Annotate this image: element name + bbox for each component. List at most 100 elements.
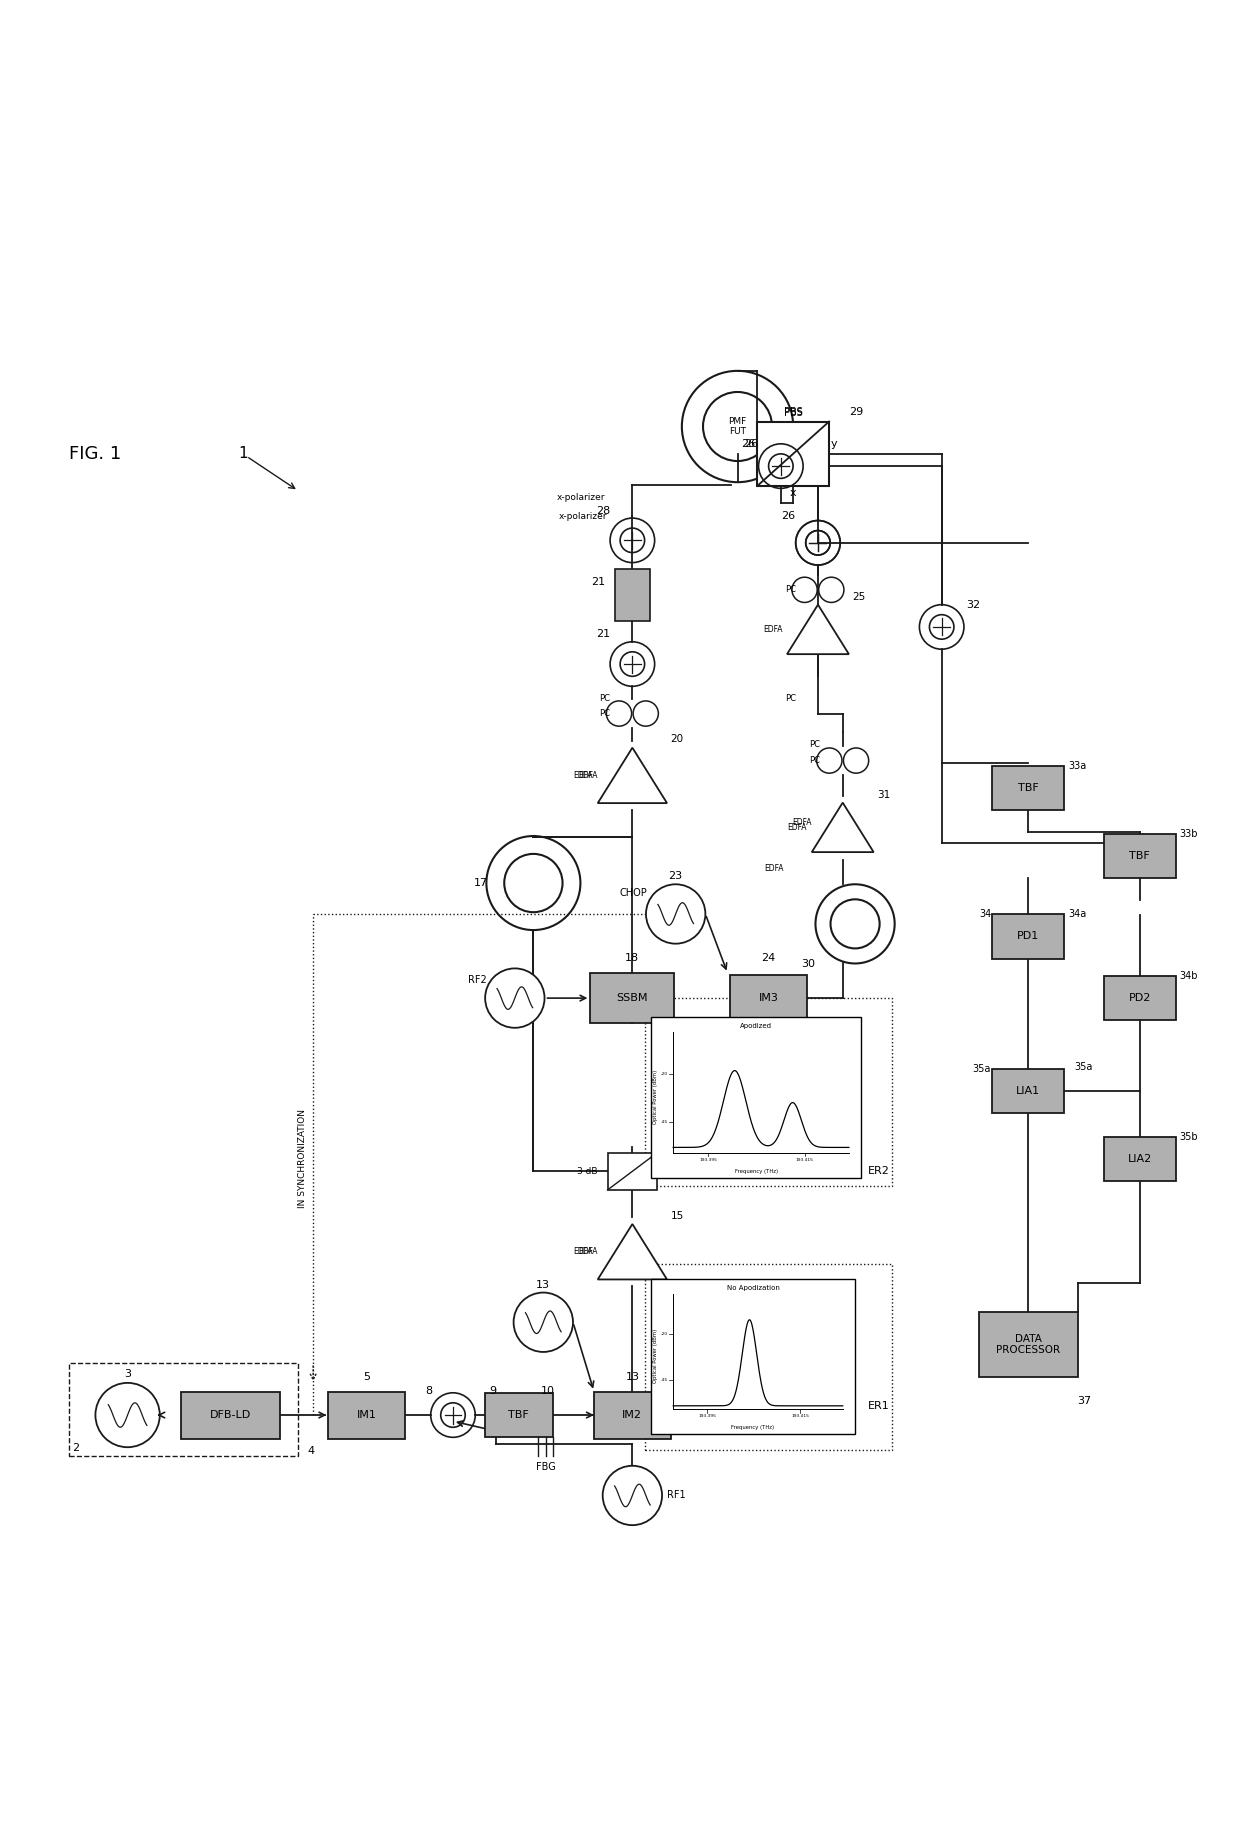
Text: PC: PC [785,585,796,594]
Text: Frequency (THz): Frequency (THz) [734,1169,777,1174]
Text: 20: 20 [671,735,683,744]
Text: PD2: PD2 [1128,994,1151,1003]
Text: 21: 21 [596,629,610,640]
Text: 23: 23 [668,871,683,881]
FancyBboxPatch shape [594,1391,671,1438]
Text: PMF
FUT: PMF FUT [728,417,746,436]
Text: y: y [831,439,837,448]
Text: 17: 17 [474,879,487,888]
Text: IM3: IM3 [759,994,779,1003]
FancyBboxPatch shape [992,1068,1064,1114]
Text: 193.415: 193.415 [791,1415,810,1418]
Text: EDFA: EDFA [792,819,812,828]
Text: 18: 18 [625,953,640,964]
Text: PD1: PD1 [1017,932,1039,941]
Text: TBF: TBF [1130,851,1149,860]
Text: -20: -20 [661,1072,668,1076]
Text: -45: -45 [661,1378,668,1382]
Text: TBF: TBF [1018,782,1039,793]
Text: 2: 2 [72,1444,79,1453]
Text: -20: -20 [661,1333,668,1336]
Text: 9: 9 [489,1387,496,1396]
Text: FBG: FBG [536,1462,556,1471]
Text: 193.395: 193.395 [699,1158,717,1161]
FancyBboxPatch shape [730,975,807,1021]
FancyBboxPatch shape [1104,833,1176,879]
Text: EDFA: EDFA [787,822,807,831]
Text: 33a: 33a [1068,760,1086,771]
Text: 10: 10 [541,1387,554,1396]
FancyBboxPatch shape [181,1391,280,1438]
Text: EDFA: EDFA [573,771,593,780]
Text: 34a: 34a [1068,910,1086,919]
Text: IM2: IM2 [622,1409,642,1420]
Text: 29: 29 [849,407,863,417]
FancyBboxPatch shape [329,1391,404,1438]
Text: Apodized: Apodized [740,1023,773,1028]
Text: 4: 4 [308,1446,314,1457]
Text: 32: 32 [966,600,981,609]
Text: TBF: TBF [508,1409,529,1420]
Text: 193.395: 193.395 [698,1415,717,1418]
Text: x: x [790,489,796,498]
FancyBboxPatch shape [992,766,1064,809]
Polygon shape [787,605,849,654]
Text: EDFA: EDFA [578,771,598,780]
Text: IN SYNCHRONIZATION: IN SYNCHRONIZATION [298,1110,306,1209]
Text: RF1: RF1 [667,1491,686,1500]
Polygon shape [812,802,874,851]
FancyBboxPatch shape [485,1393,553,1437]
Text: EDFA: EDFA [573,1247,593,1256]
Bar [651,1280,856,1433]
Text: LIA2: LIA2 [1127,1154,1152,1163]
Bar [645,999,893,1187]
Text: EDFA: EDFA [578,1247,598,1256]
Text: PC: PC [810,740,821,749]
Text: ER1: ER1 [868,1402,889,1411]
Text: 26: 26 [742,439,755,448]
Text: Frequency (THz): Frequency (THz) [732,1426,775,1429]
Bar [69,1364,299,1457]
Circle shape [646,884,706,944]
Text: 35a: 35a [1075,1063,1094,1072]
Text: DATA
PROCESSOR: DATA PROCESSOR [996,1334,1060,1354]
FancyBboxPatch shape [758,421,830,487]
Text: 21: 21 [591,578,605,587]
Text: 13: 13 [625,1371,640,1382]
Text: 35b: 35b [1179,1132,1198,1141]
Polygon shape [598,747,667,804]
Text: 16: 16 [651,1152,665,1161]
Text: CHOP: CHOP [620,888,647,899]
Circle shape [485,968,544,1028]
Bar [645,1263,893,1449]
Text: EDFA: EDFA [763,625,782,634]
Text: 34: 34 [978,910,991,919]
FancyBboxPatch shape [590,973,675,1023]
Text: DFB-LD: DFB-LD [210,1409,250,1420]
Text: ER2: ER2 [868,1167,889,1176]
Text: PC: PC [599,709,610,718]
FancyBboxPatch shape [978,1313,1078,1376]
FancyBboxPatch shape [608,1152,657,1190]
Text: FIG. 1: FIG. 1 [69,445,122,463]
Text: 1: 1 [238,447,248,461]
Text: PBS: PBS [784,407,802,417]
FancyBboxPatch shape [1104,975,1176,1021]
Text: IM1: IM1 [356,1409,376,1420]
Text: EDFA: EDFA [764,864,784,873]
Text: PC: PC [810,757,821,766]
Text: 37: 37 [1076,1396,1091,1407]
Text: PC: PC [785,695,796,704]
Text: 31: 31 [877,789,890,800]
Text: PBS: PBS [784,408,802,417]
Bar [651,1017,862,1178]
FancyBboxPatch shape [1104,1138,1176,1181]
Text: 34b: 34b [1179,972,1198,981]
Text: -45: -45 [661,1121,668,1125]
Text: 28: 28 [596,505,610,516]
Text: Optical Power (dBm): Optical Power (dBm) [653,1329,658,1384]
Text: 15: 15 [671,1210,683,1221]
Text: 35a: 35a [973,1063,991,1074]
Text: x-polarizer: x-polarizer [557,492,605,501]
Text: 26: 26 [781,510,796,521]
